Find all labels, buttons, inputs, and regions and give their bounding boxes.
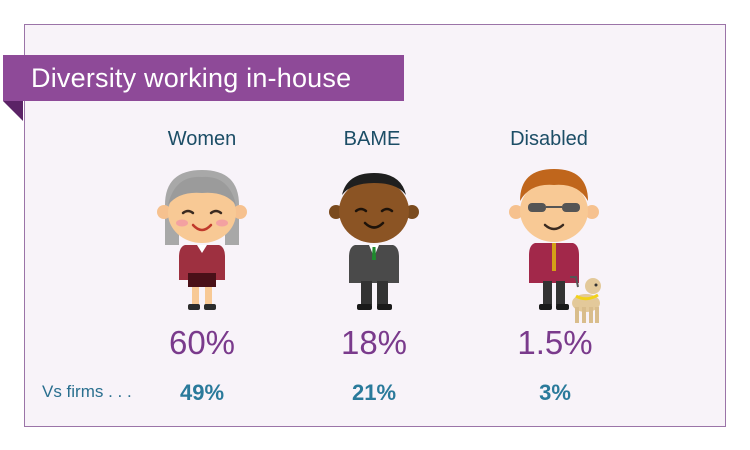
woman-figure-icon [157,170,247,310]
bame-man-figure-icon [329,173,419,310]
vs-firms-label: Vs firms . . . [42,382,132,401]
title-banner: Diversity working in-house [3,55,404,101]
disabled-man-with-guide-dog-icon [509,169,601,323]
category-label-bame: BAME [343,128,401,150]
bame-in-house-percent: 18% [340,324,408,361]
disabled-vs-firms-value: 3% [539,380,571,405]
bame-vs-firms-value: 21% [351,380,397,405]
category-label-disabled: Disabled [510,128,588,150]
banner-fold [3,101,23,121]
women-vs-firms-value: 49% [179,380,225,405]
women-in-house-percent: 60% [168,324,236,361]
disabled-in-house-percent: 1.5% [517,324,593,361]
page-title: Diversity working in-house [31,63,352,93]
category-label-women: Women [167,128,237,150]
